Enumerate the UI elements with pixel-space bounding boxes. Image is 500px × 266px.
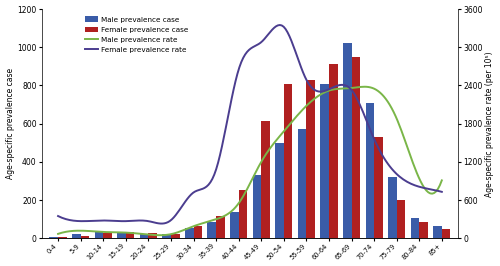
Bar [284,84,292,238]
Bar [433,226,442,238]
Bar [185,228,194,238]
Bar [419,222,428,238]
Bar [396,200,405,238]
Bar [208,222,216,238]
Bar [388,177,396,238]
Bar [50,237,58,238]
Bar [410,218,419,238]
Bar [72,234,80,238]
Bar [374,137,382,238]
Bar [352,57,360,238]
Y-axis label: Age-specific prevalence rate (per 10⁵): Age-specific prevalence rate (per 10⁵) [486,51,494,197]
Bar [230,211,238,238]
Bar [80,236,89,238]
Bar [126,232,134,238]
Bar [216,216,224,238]
Bar [103,232,112,238]
Bar [148,232,157,238]
Bar [343,43,351,238]
Bar [94,232,103,238]
Bar [238,190,247,238]
Legend: Male prevalence case, Female prevalence case, Male prevalence rate, Female preva: Male prevalence case, Female prevalence … [84,15,190,55]
Bar [171,234,179,238]
Bar [306,80,315,238]
Bar [329,64,338,238]
Bar [275,143,284,238]
Bar [320,84,329,238]
Bar [140,234,148,238]
Y-axis label: Age-specific prevalence case: Age-specific prevalence case [6,68,15,179]
Bar [442,229,450,238]
Bar [117,233,126,238]
Bar [261,121,270,238]
Bar [58,237,66,238]
Bar [162,234,171,238]
Bar [194,226,202,238]
Bar [298,130,306,238]
Bar [252,175,261,238]
Bar [366,103,374,238]
